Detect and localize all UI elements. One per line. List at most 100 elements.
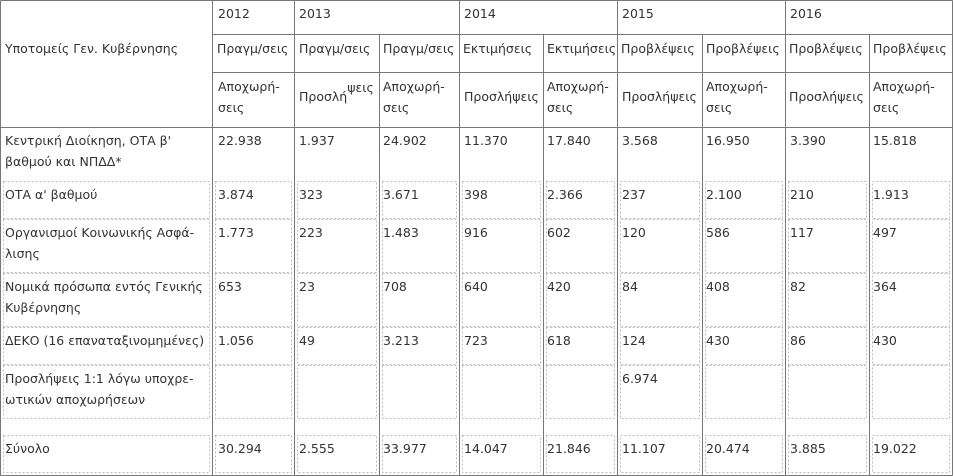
- table-cell: 586: [706, 225, 730, 240]
- table-cell: 11.107: [622, 441, 666, 456]
- table-cell: 14.047: [464, 441, 508, 456]
- table-cell: 19.022: [873, 441, 917, 456]
- table-cell: 723: [464, 333, 488, 348]
- row-label: Σύνολο: [5, 438, 50, 459]
- row-label-line: Κυβέρνησης: [5, 300, 82, 315]
- header-type: Πραγμ/σεις: [383, 41, 455, 56]
- table-cell: 3.390: [790, 133, 826, 148]
- header-sub-line: Αποχωρή-: [873, 79, 935, 94]
- table-cell: 408: [706, 279, 730, 294]
- header-subsector-label: Υποτομείς Γεν. Κυβέρνησης: [5, 41, 179, 56]
- header-sub-retirements: Αποχωρή- σεις: [218, 76, 280, 118]
- table-cell: 3.568: [622, 133, 658, 148]
- header-sub-retirements: Αποχωρή- σεις: [706, 76, 768, 118]
- table-cell: 420: [547, 279, 571, 294]
- header-year-2015: 2015: [622, 6, 654, 21]
- header-type: Πραγμ/σεις: [299, 41, 371, 56]
- table-cell: 6.974: [622, 371, 658, 386]
- header-type: Προβλέψεις: [621, 41, 695, 56]
- row-label-line: Νομικά πρόσωπα εντός Γενικής: [5, 279, 203, 294]
- table-cell: 30.294: [218, 441, 262, 456]
- header-sub-line: σεις: [873, 100, 900, 115]
- header-type: Εκτιμήσεις: [547, 41, 617, 56]
- table-cell: 3.885: [790, 441, 826, 456]
- row-label: Προσλήψεις 1:1 λόγω υποχρε-ωτικών αποχωρ…: [5, 368, 194, 410]
- table-cell: 430: [706, 333, 730, 348]
- table-cell: 708: [383, 279, 407, 294]
- table-cell: 23: [299, 279, 315, 294]
- table-cell: 323: [299, 187, 323, 202]
- table-cell: 1.483: [383, 225, 419, 240]
- row-label: Οργανισμοί Κοινωνικής Ασφά-λισης: [5, 222, 194, 264]
- table-cell: 602: [547, 225, 571, 240]
- table-cell: 653: [218, 279, 242, 294]
- table-cell: 124: [622, 333, 646, 348]
- table-cell: 117: [790, 225, 814, 240]
- table-cell: 11.370: [464, 133, 508, 148]
- row-label-line: βαθμού και ΝΠΔΔ*: [5, 154, 122, 169]
- table-cell: 364: [873, 279, 897, 294]
- row-label-line: ωτικών αποχωρήσεων: [5, 392, 146, 407]
- table-cell: 49: [299, 333, 315, 348]
- header-type: Προβλέψεις: [873, 41, 947, 56]
- header-sub-main: Προσλή: [299, 89, 348, 104]
- header-year-2013: 2013: [299, 6, 331, 21]
- table-cell: 618: [547, 333, 571, 348]
- header-sub-superscript: ψεις: [347, 80, 374, 95]
- table-cell: 16.950: [706, 133, 750, 148]
- row-label-line: ΟΤΑ α' βαθμού: [5, 187, 98, 202]
- header-sub-hires: Προσλήψεις: [622, 89, 697, 104]
- table-cell: 640: [464, 279, 488, 294]
- table-cell: 237: [622, 187, 646, 202]
- table-cell: 24.902: [383, 133, 427, 148]
- table-cell: 1.937: [299, 133, 335, 148]
- row-label-line: Κεντρική Διοίκηση, ΟΤΑ β': [5, 133, 172, 148]
- table-cell: 2.555: [299, 441, 335, 456]
- table-cell: 33.977: [383, 441, 427, 456]
- header-sub-line: σεις: [706, 100, 733, 115]
- table-cell: 20.474: [706, 441, 750, 456]
- table-cell: 223: [299, 225, 323, 240]
- table-cell: 2.366: [547, 187, 583, 202]
- table-cell: 22.938: [218, 133, 262, 148]
- header-type: Προβλέψεις: [789, 41, 863, 56]
- row-label: ΔΕΚΟ (16 επαναταξινομημένες): [5, 330, 204, 351]
- header-sub-line: σεις: [383, 100, 410, 115]
- header-sub-line: Αποχωρή-: [706, 79, 768, 94]
- row-label: ΟΤΑ α' βαθμού: [5, 184, 97, 205]
- table-cell: 21.846: [547, 441, 591, 456]
- header-sub-retirements: Αποχωρή- σεις: [383, 76, 445, 118]
- table-cell: 2.100: [706, 187, 742, 202]
- row-label-line: ΔΕΚΟ (16 επαναταξινομημένες): [5, 333, 205, 348]
- table-cell: 1.913: [873, 187, 909, 202]
- table-cell: 3.213: [383, 333, 419, 348]
- header-sub-retirements: Αποχωρή- σεις: [547, 76, 609, 118]
- header-sub-retirements: Αποχωρή- σεις: [873, 76, 935, 118]
- table-cell: 15.818: [873, 133, 917, 148]
- row-label-line: Οργανισμοί Κοινωνικής Ασφά-: [5, 225, 195, 240]
- table-cell: 1.056: [218, 333, 254, 348]
- header-type: Πραγμ/σεις: [217, 41, 289, 56]
- table-cell: 120: [622, 225, 646, 240]
- header-sub-line: Αποχωρή-: [218, 79, 280, 94]
- header-year-2014: 2014: [464, 6, 496, 21]
- header-sub-line: Αποχωρή-: [383, 79, 445, 94]
- table-cell: 916: [464, 225, 488, 240]
- header-sub-line: σεις: [547, 100, 574, 115]
- table-cell: 210: [790, 187, 814, 202]
- table-cell: 3.671: [383, 187, 419, 202]
- table-cell: 497: [873, 225, 897, 240]
- header-year-2012: 2012: [218, 6, 250, 21]
- table-cell: 17.840: [547, 133, 591, 148]
- table-cell: 398: [464, 187, 488, 202]
- row-label: Κεντρική Διοίκηση, ΟΤΑ β' βαθμού και ΝΠΔΔ…: [5, 130, 171, 172]
- header-sub-hires: Προσλήψεις: [464, 89, 539, 104]
- table-cell: 86: [790, 333, 806, 348]
- header-sub-hires: Προσλήψεις: [299, 80, 374, 107]
- header-type: Εκτιμήσεις: [463, 41, 533, 56]
- table-cell: 1.773: [218, 225, 254, 240]
- header-sub-line: σεις: [218, 100, 245, 115]
- table-cell: 84: [622, 279, 638, 294]
- row-label-line: λισης: [5, 246, 40, 261]
- row-label-line: Προσλήψεις 1:1 λόγω υποχρε-: [5, 371, 194, 386]
